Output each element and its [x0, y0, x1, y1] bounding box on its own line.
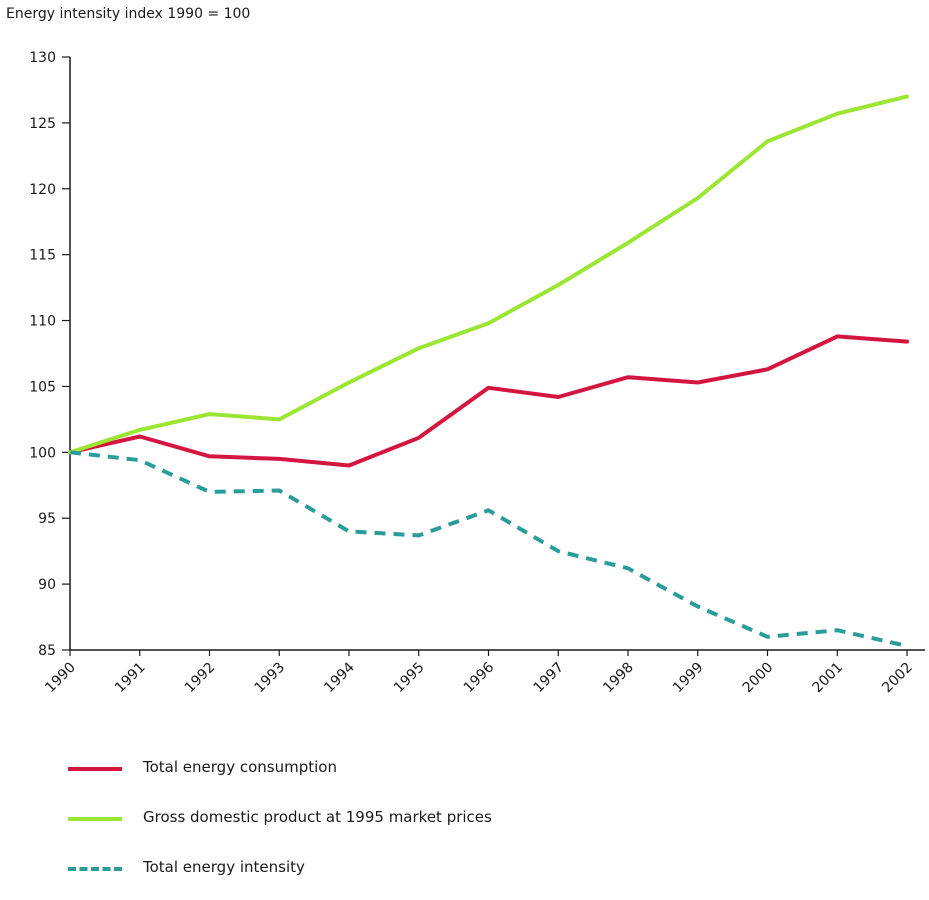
y-tick-label: 85: [38, 643, 56, 659]
legend-swatch: [68, 867, 122, 871]
x-tick-label: 2001: [810, 660, 847, 697]
y-tick-label: 105: [29, 379, 56, 395]
y-tick-label: 130: [29, 50, 56, 66]
legend-label: Total energy intensity: [143, 858, 305, 876]
x-tick-label: 2000: [740, 660, 777, 697]
x-tick-label: 1996: [461, 659, 498, 696]
series-line-1: [68, 334, 909, 468]
y-tick-label: 110: [29, 314, 56, 330]
x-tick-label: 1998: [600, 660, 637, 697]
x-tick-label: 1990: [42, 660, 79, 697]
x-tick-label: 1993: [252, 660, 289, 697]
x-tick-label: 2002: [879, 660, 916, 697]
x-tick-label: 1999: [670, 660, 707, 697]
series-line-2: [68, 94, 909, 455]
y-tick-label: 115: [29, 248, 56, 264]
x-tick-label: 1997: [531, 660, 568, 697]
chart-title: Energy intensity index 1990 = 100: [6, 6, 251, 22]
series-line-3: [69, 450, 908, 648]
legend-label: Gross domestic product at 1995 market pr…: [143, 808, 492, 826]
legend-label: Total energy consumption: [143, 758, 337, 776]
series-layer: [68, 94, 909, 648]
legend-swatch: [68, 817, 122, 821]
line-chart: 85 90 95 100 105 110 115 120 125 130 1990 1991 1992 1…: [29, 50, 925, 696]
y-tick-label: 90: [38, 577, 56, 593]
x-tick-label: 1992: [182, 660, 219, 697]
x-tick-label: 1994: [321, 659, 358, 696]
y-tick-label: 125: [29, 116, 56, 132]
y-tick-label: 95: [38, 511, 56, 527]
axes: 85 90 95 100 105 110 115 120 125 130 1990 1991 1992 1…: [29, 50, 925, 696]
y-tick-label: 120: [29, 182, 56, 198]
legend-swatch: [68, 767, 122, 771]
y-tick-label: 100: [29, 445, 56, 461]
x-tick-label: 1991: [112, 660, 149, 697]
x-tick-label: 1995: [391, 660, 428, 697]
